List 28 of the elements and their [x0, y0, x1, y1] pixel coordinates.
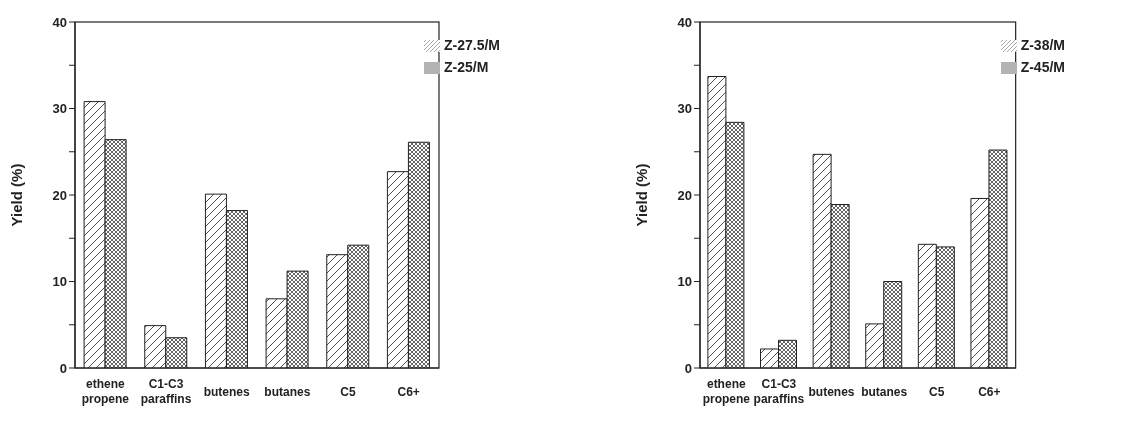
legend-label: Z-27.5/M	[443, 37, 500, 53]
y-tick-label: 10	[677, 274, 692, 290]
x-tick-label: ethene propene	[81, 377, 130, 406]
x-tick-label: C6+	[978, 385, 1001, 399]
x-tick-label: C1-C3 paraffins	[753, 377, 805, 406]
y-tick-label: 40	[677, 14, 692, 30]
y-tick-label: 30	[677, 101, 692, 117]
x-tick-label: ethene propene	[702, 377, 751, 406]
legend-label: Z-25/M	[443, 59, 489, 75]
y-tick-label: 0	[684, 360, 692, 376]
y-axis-title: Yield (%)	[8, 163, 26, 227]
x-tick-label: butenes	[808, 385, 855, 399]
x-tick-label: butanes	[264, 385, 311, 399]
x-tick-label: butanes	[861, 385, 908, 399]
x-tick-label: C6+	[397, 385, 420, 399]
x-tick-label: butenes	[203, 385, 250, 399]
y-tick-label: 0	[59, 360, 67, 376]
y-tick-label: 10	[52, 274, 67, 290]
y-tick-label: 20	[677, 187, 692, 203]
legend-label: Z-38/M	[1020, 37, 1065, 53]
y-tick-label: 40	[52, 14, 67, 30]
y-axis-title: Yield (%)	[633, 163, 651, 227]
x-tick-label: C5	[929, 385, 945, 399]
legend-label: Z-45/M	[1020, 59, 1065, 75]
y-tick-label: 20	[52, 187, 67, 203]
x-tick-label: C1-C3 paraffins	[140, 377, 192, 406]
x-tick-label: C5	[340, 385, 356, 399]
y-tick-label: 30	[52, 101, 67, 117]
